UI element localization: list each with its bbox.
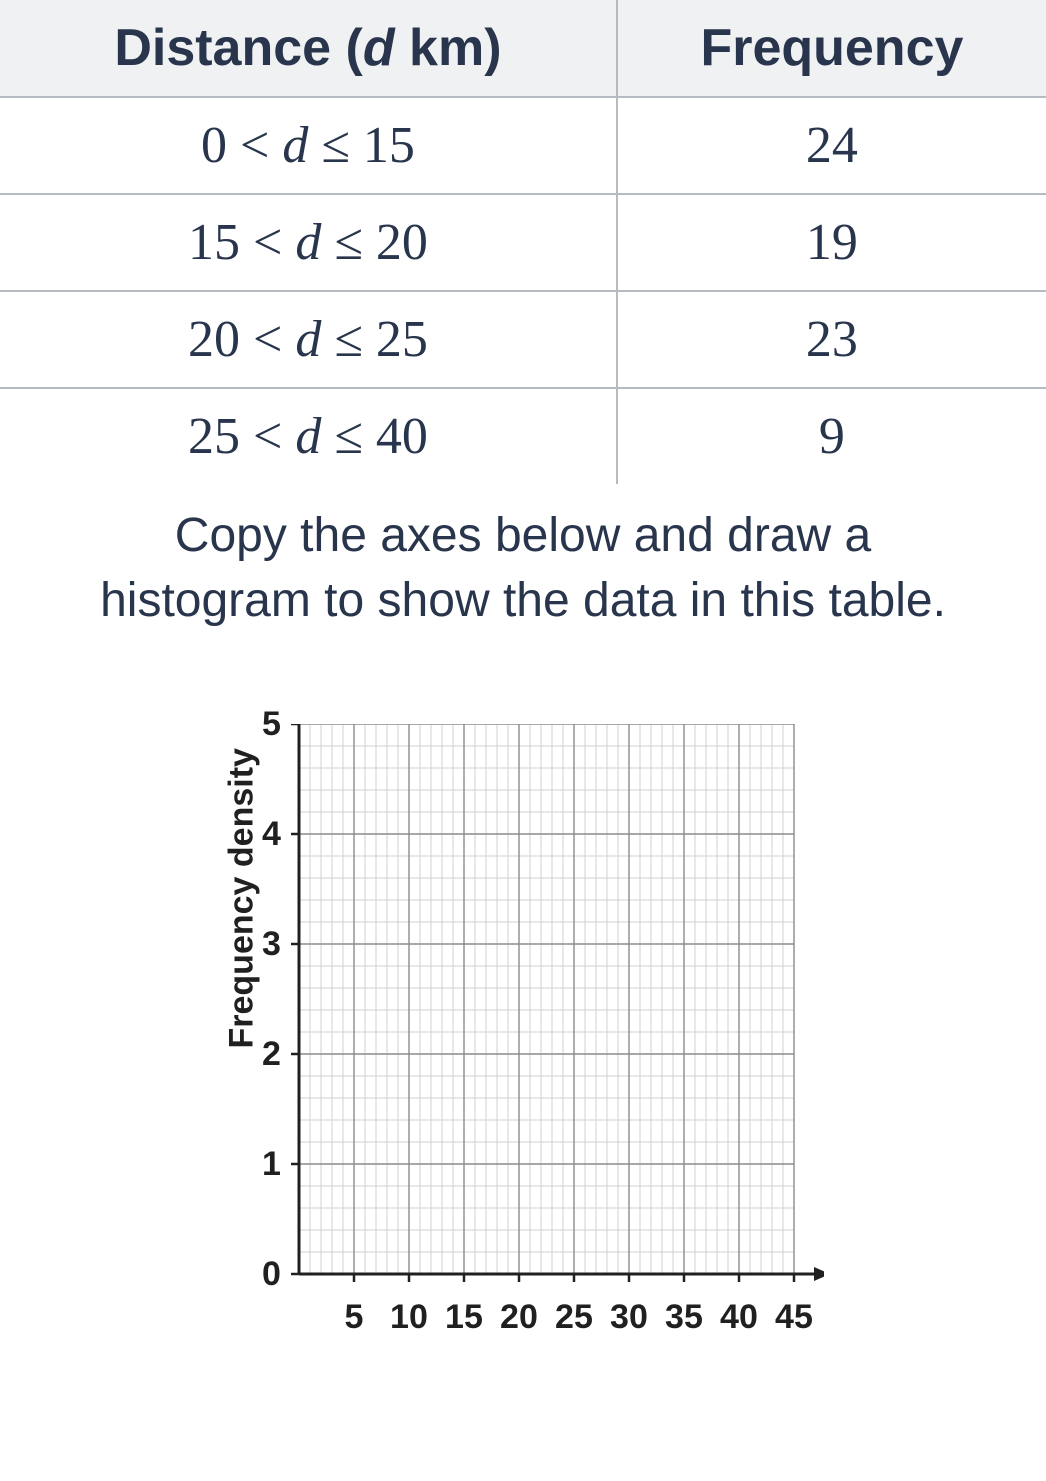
x-tick-label: 10 <box>390 1298 428 1337</box>
chart-svg-wrap: 5 10 15 20 25 30 35 40 45 <box>289 724 824 1334</box>
interval-rel1: < <box>253 311 282 368</box>
instruction-line2: histogram to show the data in this table… <box>100 574 946 627</box>
interval-rel2: ≤ <box>334 408 363 465</box>
interval-rel1: < <box>253 214 282 271</box>
interval-high: 20 <box>376 214 428 271</box>
instruction-text: Copy the axes below and draw a histogram… <box>0 484 1046 664</box>
interval-cell: 20 < d ≤ 25 <box>0 291 617 388</box>
interval-rel1: < <box>240 117 269 174</box>
interval-var: d <box>295 311 321 368</box>
x-axis-ticks: 5 10 15 20 25 30 35 40 45 <box>289 1294 824 1334</box>
interval-high: 25 <box>376 311 428 368</box>
interval-rel2: ≤ <box>321 117 350 174</box>
y-axis-label: Frequency density <box>223 1009 262 1049</box>
interval-var: d <box>295 408 321 465</box>
col-header-distance: Distance (d km) <box>0 0 617 97</box>
interval-rel1: < <box>253 408 282 465</box>
chart-container: Frequency density 543210 5 10 15 20 25 30 35 40… <box>0 664 1046 1334</box>
header-distance-pre: Distance ( <box>114 19 363 77</box>
col-header-frequency: Frequency <box>617 0 1046 97</box>
frequency-cell: 19 <box>617 194 1046 291</box>
x-tick-label: 25 <box>555 1298 593 1337</box>
grid-plot <box>289 724 824 1294</box>
frequency-cell: 9 <box>617 388 1046 484</box>
x-tick-label: 35 <box>665 1298 703 1337</box>
frequency-cell: 23 <box>617 291 1046 388</box>
x-tick-label: 15 <box>445 1298 483 1337</box>
table-row: 20 < d ≤ 25 23 <box>0 291 1046 388</box>
interval-low: 25 <box>188 408 240 465</box>
interval-cell: 0 < d ≤ 15 <box>0 97 617 194</box>
interval-high: 15 <box>363 117 415 174</box>
interval-high: 40 <box>376 408 428 465</box>
interval-cell: 25 < d ≤ 40 <box>0 388 617 484</box>
interval-low: 15 <box>188 214 240 271</box>
interval-var: d <box>282 117 308 174</box>
frequency-table: Distance (d km) Frequency 0 < d ≤ 15 24 … <box>0 0 1046 484</box>
x-tick-label: 30 <box>610 1298 648 1337</box>
table-body: 0 < d ≤ 15 24 15 < d ≤ 20 19 <box>0 97 1046 484</box>
x-tick-label: 45 <box>775 1298 813 1337</box>
header-distance-var: d <box>363 19 395 77</box>
interval-cell: 15 < d ≤ 20 <box>0 194 617 291</box>
x-tick-label: 20 <box>500 1298 538 1337</box>
table-row: 15 < d ≤ 20 19 <box>0 194 1046 291</box>
x-tick-label: 5 <box>344 1298 363 1337</box>
y-axis-ticks: 543210 <box>262 724 289 1274</box>
interval-var: d <box>295 214 321 271</box>
instruction-line1: Copy the axes below and draw a <box>175 509 871 562</box>
frequency-cell: 24 <box>617 97 1046 194</box>
x-tick-label: 40 <box>720 1298 758 1337</box>
interval-rel2: ≤ <box>334 214 363 271</box>
interval-low: 20 <box>188 311 240 368</box>
header-distance-post: km) <box>395 19 502 77</box>
table-row: 0 < d ≤ 15 24 <box>0 97 1046 194</box>
interval-low: 0 <box>201 117 227 174</box>
interval-rel2: ≤ <box>334 311 363 368</box>
table-row: 25 < d ≤ 40 9 <box>0 388 1046 484</box>
